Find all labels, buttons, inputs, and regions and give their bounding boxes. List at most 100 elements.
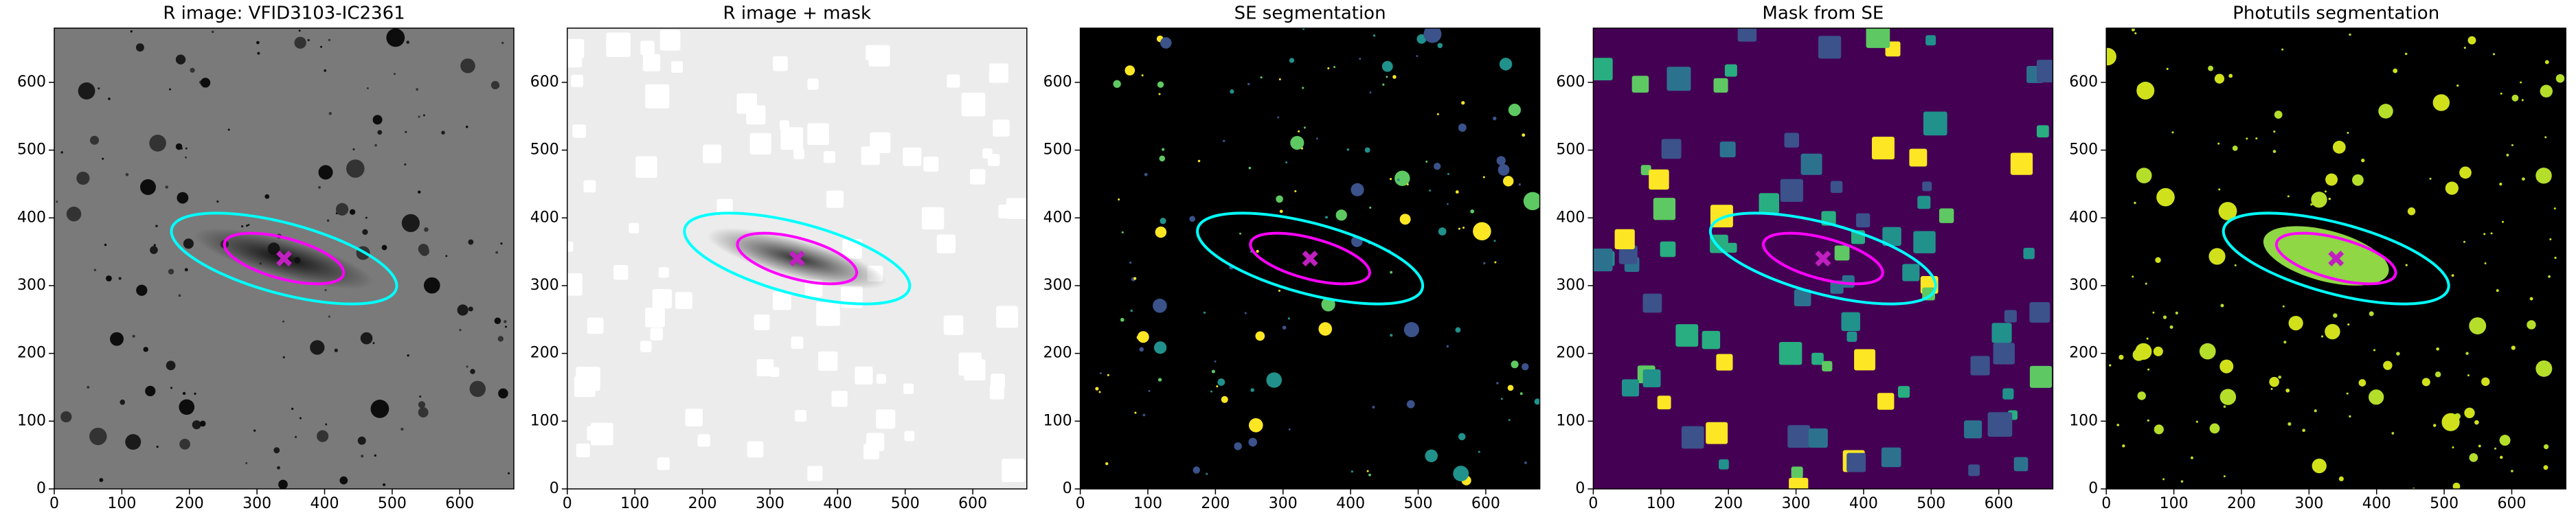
source (2154, 424, 2164, 435)
fit-ellipse (170, 211, 398, 306)
source-mask (1841, 312, 1860, 332)
y-tick-label: 500 (2069, 141, 2098, 159)
fit-ellipse (223, 231, 346, 286)
source (1250, 388, 1254, 392)
source (135, 43, 144, 52)
source (2328, 197, 2331, 201)
source (1113, 80, 1121, 88)
source (1462, 227, 1465, 229)
source-mask (587, 317, 604, 334)
source (2429, 177, 2432, 180)
y-tick-label: 600 (2069, 73, 2098, 91)
x-tick-label: 300 (756, 495, 784, 512)
source (2544, 136, 2547, 139)
source-mask (1649, 169, 1669, 190)
source (2549, 238, 2552, 240)
source (2511, 94, 2519, 102)
source (2502, 220, 2505, 223)
y-tick-label: 300 (1043, 277, 1072, 294)
source (1382, 83, 1385, 86)
source (2467, 36, 2476, 45)
source (2145, 282, 2147, 285)
source (2137, 84, 2143, 91)
y-tick-label: 500 (1556, 141, 1585, 159)
source-mask (1846, 331, 1857, 342)
source (1351, 470, 1353, 473)
source (366, 87, 369, 90)
source (1148, 389, 1151, 392)
source (1507, 385, 1514, 391)
source-mask (1642, 369, 1661, 387)
source (1416, 34, 1427, 44)
source (2432, 424, 2437, 427)
source (110, 332, 124, 346)
source (140, 179, 156, 196)
source (2282, 305, 2285, 308)
source-mask (2036, 60, 2053, 82)
source (1437, 43, 1443, 49)
source (2232, 145, 2238, 151)
source (1157, 378, 1162, 382)
source (2500, 92, 2502, 95)
axes-frame (2105, 27, 2566, 490)
source (1523, 192, 1540, 211)
source-mask (2002, 388, 2014, 400)
source (1189, 216, 1196, 222)
source (1368, 473, 1371, 477)
source (99, 478, 104, 482)
source (2109, 364, 2112, 367)
source (2214, 73, 2225, 84)
source (1436, 113, 1439, 115)
source (194, 392, 196, 396)
source (1141, 74, 1144, 77)
source (2325, 173, 2338, 186)
y-tick-label: 100 (530, 412, 559, 429)
source (2219, 359, 2234, 374)
source (277, 466, 280, 470)
source-mask (1719, 141, 1736, 158)
source (175, 143, 183, 150)
source (360, 332, 373, 345)
source (2156, 187, 2175, 207)
source-mask (1614, 229, 1635, 249)
source (1389, 178, 1392, 181)
source (419, 395, 422, 398)
source (2405, 52, 2408, 56)
source (1359, 57, 1362, 60)
source-mask (921, 207, 945, 230)
source (1446, 203, 1449, 205)
source-mask (1002, 459, 1026, 483)
x-tick-label: 400 (823, 495, 852, 512)
source-mask (1922, 181, 1932, 192)
source (1458, 227, 1460, 230)
source (2553, 207, 2556, 210)
source-mask (1913, 231, 1936, 253)
source-mask (675, 292, 692, 310)
fit-ellipse (736, 231, 859, 286)
source (2383, 360, 2393, 370)
source (2158, 424, 2161, 428)
source (324, 69, 327, 72)
source (2199, 343, 2216, 360)
source (1230, 89, 1234, 94)
source-mask (571, 74, 584, 87)
source (2555, 73, 2565, 83)
source (227, 128, 230, 131)
source (2434, 371, 2441, 378)
source (1288, 428, 1291, 431)
center-marker (1815, 251, 1831, 266)
source (2464, 407, 2475, 418)
source (1399, 214, 1411, 225)
source-mask (2023, 247, 2035, 260)
source (2208, 65, 2214, 71)
source (2135, 343, 2152, 360)
source (2465, 352, 2469, 355)
source (1453, 466, 1469, 482)
source-mask (645, 84, 670, 108)
y-tick-label: 300 (2069, 277, 2098, 294)
source (400, 427, 404, 431)
source (184, 156, 188, 159)
source (2208, 248, 2226, 265)
source (328, 112, 332, 115)
source (2540, 84, 2553, 98)
